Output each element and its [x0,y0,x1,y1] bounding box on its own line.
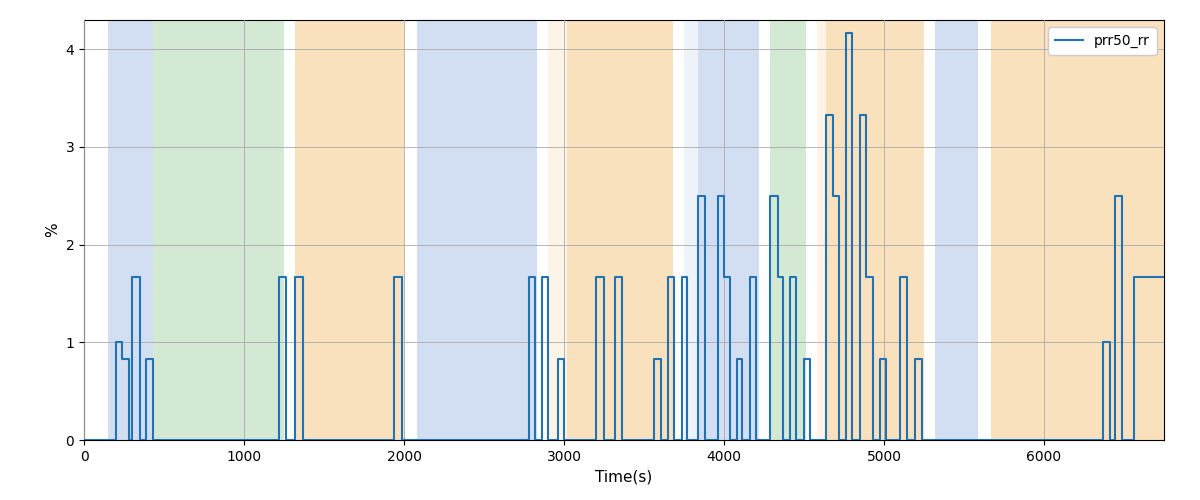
prr50_rr [272,274,287,280]
Bar [152,20,284,440]
Bar [295,20,404,440]
Bar [108,20,152,440]
Bar [548,20,568,440]
prr50_rr [1157,274,1171,280]
Bar [817,20,827,440]
Bar [770,20,805,440]
Bar [827,20,924,440]
X-axis label: Time(s): Time(s) [595,470,653,484]
Bar [698,20,760,440]
Line: prr50_rr: prr50_rr [84,32,1164,440]
prr50_rr [139,437,154,443]
prr50_rr [77,437,91,443]
prr50_rr [839,30,853,36]
Bar [991,20,1164,440]
Y-axis label: %: % [44,222,60,238]
prr50_rr [865,437,880,443]
Legend: prr50_rr: prr50_rr [1049,27,1157,55]
Bar [568,20,673,440]
Bar [935,20,978,440]
prr50_rr [608,274,623,280]
prr50_rr [872,437,887,443]
prr50_rr [589,274,604,280]
Bar [416,20,536,440]
Bar [684,20,698,440]
